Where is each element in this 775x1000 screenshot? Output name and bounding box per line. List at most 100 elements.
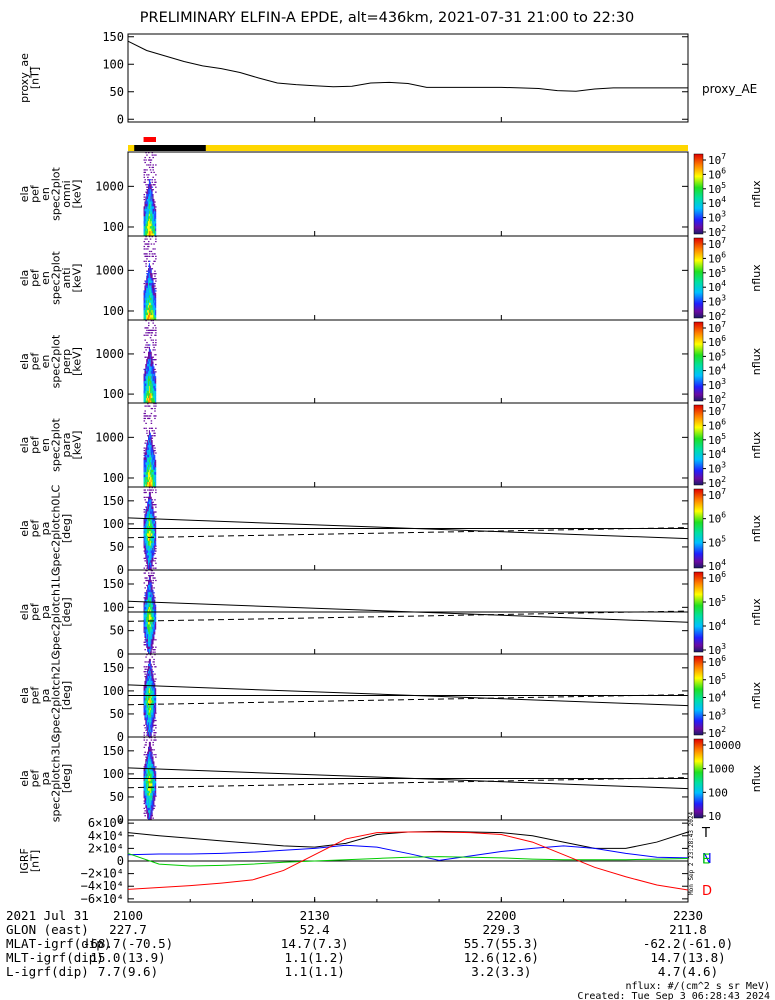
heatmap-cell (150, 582, 152, 586)
heatmap-cell (147, 292, 149, 296)
heatmap-cell (148, 761, 150, 765)
heatmap-cell (152, 688, 154, 691)
heatmap-cell (144, 393, 146, 396)
heatmap-cell (146, 624, 148, 628)
heatmap-cell (148, 612, 150, 615)
heatmap-cell (143, 776, 145, 779)
heatmap-cell (152, 506, 154, 510)
heatmap-cell (154, 518, 156, 522)
colorbar (693, 237, 704, 319)
heatmap-cell (152, 184, 154, 186)
heatmap-cell (151, 376, 153, 379)
heatmap-cell (151, 482, 153, 485)
science-zone-bar (143, 137, 156, 142)
heatmap-cell (148, 807, 150, 811)
heatmap-cell (149, 641, 151, 645)
heatmap-cell (152, 790, 154, 794)
heatmap-cell (143, 240, 146, 243)
heatmap-cell (148, 268, 150, 271)
heatmap-cell (147, 472, 149, 475)
heatmap-cell (146, 739, 148, 741)
heatmap-cell (144, 587, 146, 589)
heatmap-cell (153, 213, 155, 217)
heatmap-cell (148, 817, 150, 821)
heatmap-cell (152, 518, 154, 522)
panel-ylabel: ela (18, 770, 31, 787)
heatmap-cell (147, 373, 149, 377)
heatmap-cell (146, 442, 148, 446)
heatmap-cell (145, 398, 147, 401)
heatmap-cell (147, 592, 149, 596)
heatmap-cell (151, 295, 153, 299)
heatmap-cell (148, 780, 150, 784)
heatmap-cell (151, 530, 153, 534)
heatmap-cell (145, 528, 147, 532)
heatmap-cell (144, 315, 146, 318)
heatmap-cell (146, 300, 148, 304)
heatmap-cell (153, 807, 155, 810)
heatmap-cell (145, 744, 147, 746)
heatmap-cell (153, 798, 155, 801)
heatmap-cell (145, 482, 147, 485)
heatmap-cell (146, 780, 148, 784)
heatmap-cell (154, 651, 156, 653)
heatmap-cell (145, 800, 147, 804)
heatmap-cell (151, 609, 153, 613)
heatmap-cell (145, 683, 147, 687)
heatmap-cell (154, 417, 156, 420)
heatmap-cell (147, 715, 149, 718)
heatmap-cell (148, 710, 150, 713)
heatmap-cell (145, 812, 147, 814)
heatmap-cell (148, 477, 150, 480)
heatmap-cell (145, 521, 147, 524)
heatmap-cell (153, 292, 155, 296)
panel-ylabel: spec2plot (50, 334, 63, 388)
heatmap-cell (149, 305, 151, 308)
heatmap-cell (153, 597, 155, 600)
heatmap-cell (144, 373, 146, 377)
heatmap-cell (145, 548, 147, 551)
heatmap-cell (154, 459, 156, 463)
heatmap-cell (144, 221, 146, 224)
heatmap-cell (154, 499, 156, 501)
heatmap-cell (145, 496, 147, 498)
heatmap-cell (150, 649, 152, 652)
heatmap-cell (148, 295, 150, 299)
heatmap-cell (143, 533, 145, 537)
heatmap-cell (151, 763, 153, 767)
heatmap-cell (147, 506, 149, 510)
y-tick-label: 0 (117, 854, 124, 868)
heatmap-cell (146, 484, 148, 488)
heatmap-cell (150, 420, 153, 422)
heatmap-cell (152, 233, 154, 237)
y-tick-label: 1000 (95, 179, 124, 193)
heatmap-cell (148, 464, 150, 468)
heatmap-cell (154, 477, 156, 480)
heatmap-cell (149, 445, 151, 448)
heatmap-cell (153, 707, 155, 711)
heatmap-cell (151, 513, 153, 517)
heatmap-cell (148, 609, 150, 613)
heatmap-cell (152, 462, 154, 466)
heatmap-cell (149, 385, 151, 389)
heatmap-cell (147, 398, 149, 401)
heatmap-cell (144, 592, 146, 594)
heatmap-cell (143, 746, 146, 748)
heatmap-cell (148, 356, 150, 360)
heatmap-cell (153, 649, 155, 651)
heatmap-cell (145, 717, 147, 721)
heatmap-cell (149, 491, 151, 495)
heatmap-cell (152, 800, 154, 804)
heatmap-cell (154, 715, 156, 718)
heatmap-cell (148, 302, 150, 306)
heatmap-cell (154, 683, 156, 687)
heatmap-cell (149, 602, 151, 605)
heatmap-cell (151, 552, 153, 556)
heatmap-cell (148, 233, 150, 237)
heatmap-cell (144, 201, 146, 205)
heatmap-cell (145, 376, 147, 379)
heatmap-cell (149, 741, 151, 745)
heatmap-cell (146, 560, 148, 563)
heatmap-cell (150, 773, 152, 777)
heatmap-cell (150, 228, 152, 232)
